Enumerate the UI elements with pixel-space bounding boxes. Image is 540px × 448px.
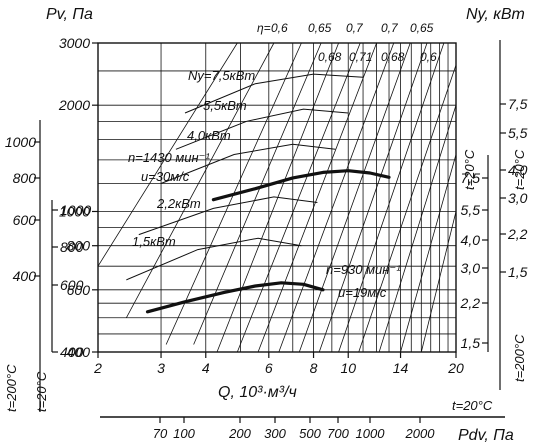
left200-temp-label: t=200°C bbox=[4, 364, 19, 412]
left200-tick-label: 800 bbox=[13, 170, 37, 186]
left200-tick-label: 600 bbox=[13, 212, 37, 228]
x-axis-title: Q, 10³·м³/ч bbox=[218, 384, 297, 401]
x-tick-label: 3 bbox=[157, 360, 165, 376]
ny-inner-tick-label: 7,5 bbox=[461, 170, 481, 186]
x-tick-label: 10 bbox=[340, 360, 356, 376]
series-930-label: n=930 мин⁻¹ bbox=[326, 262, 401, 277]
ny-right-tick-label: 5,5 bbox=[508, 125, 528, 141]
pdv-tick-label: 1000 bbox=[356, 426, 386, 441]
plot-frame bbox=[97, 42, 457, 353]
x-tick-label: 4 bbox=[202, 360, 210, 376]
efficiency-line bbox=[318, 42, 428, 353]
y-axis-title: Pv, Па bbox=[46, 6, 93, 23]
efficiency-line bbox=[125, 42, 275, 318]
ny-right-tick-label: 1,5 bbox=[508, 264, 528, 280]
power-line bbox=[138, 196, 318, 236]
ny-axis-title: Ny, кВт bbox=[466, 6, 525, 23]
power-line bbox=[175, 108, 349, 150]
ny-right-temp-label-bottom: t=200°C bbox=[512, 334, 527, 382]
pdv-tick-label: 300 bbox=[264, 426, 286, 441]
x-tick-label: 20 bbox=[447, 360, 464, 376]
efficiency-line bbox=[338, 42, 445, 353]
left20-tick-label: 600 bbox=[60, 277, 84, 293]
pdv-tick-label: 2000 bbox=[405, 426, 436, 441]
eta-symbol: η= bbox=[257, 21, 271, 35]
eta-second-0: 0,68 bbox=[318, 50, 342, 64]
series-1430-label: n=1430 мин⁻¹ bbox=[128, 150, 211, 165]
efficiency-line bbox=[400, 154, 457, 353]
left20-temp-label: t=20°C bbox=[34, 371, 49, 412]
series-1430-speed: u=30м/с bbox=[141, 169, 190, 184]
left20-tick-label: 1000 bbox=[60, 202, 91, 218]
efficiency-line bbox=[97, 42, 238, 267]
axis-layer: 2 3 4 6 8 10 14 20 3000 2000 1000 800 600 400 1000 800 6… bbox=[5, 35, 528, 441]
efficiency-line bbox=[278, 42, 395, 353]
pdv-temp-label: t=20°C bbox=[452, 398, 493, 413]
power-line bbox=[126, 237, 302, 281]
pdv-tick-label: 70 bbox=[153, 426, 168, 441]
efficiency-line bbox=[257, 42, 377, 353]
ny-inner-tick-label: 5,5 bbox=[461, 202, 481, 218]
power-label-5-5: 5,5кВт bbox=[203, 98, 247, 113]
efficiency-line bbox=[420, 211, 457, 353]
left20-tick-label: 800 bbox=[60, 239, 84, 255]
ny-right-tick-label: 7,5 bbox=[508, 96, 528, 112]
efficiency-line bbox=[358, 64, 457, 353]
x-tick-label: 14 bbox=[393, 360, 409, 376]
y-tick-label: 3000 bbox=[59, 35, 90, 51]
left20-tick-label: 400 bbox=[60, 344, 84, 360]
power-label-4-0: 4,0кВт bbox=[187, 128, 231, 143]
power-label-2-2: 2,2кВт bbox=[156, 196, 201, 211]
y-tick-label: 800 bbox=[67, 238, 91, 254]
eta-second-1: 0,71 bbox=[349, 50, 372, 64]
power-label-7-5: Ny=7,5кВт bbox=[188, 68, 255, 83]
pdv-tick-label: 700 bbox=[327, 426, 349, 441]
y-tick-label: 600 bbox=[67, 282, 91, 298]
left200-tick-label: 1000 bbox=[5, 134, 36, 150]
pdv-tick-label: 200 bbox=[228, 426, 251, 441]
x-tick-label: 2 bbox=[93, 360, 102, 376]
eta-second-2: 0,68 bbox=[381, 50, 405, 64]
ny-inner-tick-label: 3,0 bbox=[461, 260, 481, 276]
eta-top-4: 0,65 bbox=[410, 21, 434, 35]
power-line bbox=[184, 73, 364, 114]
series-line-0 bbox=[211, 169, 391, 202]
ny-inner-temp-label: t=20°C bbox=[462, 149, 477, 190]
ny-inner-tick-label: 2,2 bbox=[460, 295, 481, 311]
eta-top-0: 0,6 bbox=[271, 21, 288, 35]
eta-top-1: 0,65 bbox=[308, 21, 332, 35]
ny-inner-tick-label: 1,5 bbox=[461, 335, 481, 351]
efficiency-line bbox=[298, 42, 411, 353]
eta-top-3: 0,7 bbox=[381, 21, 399, 35]
pdv-tick-label: 500 bbox=[299, 426, 321, 441]
series-layer bbox=[145, 169, 391, 314]
y-tick-label: 2000 bbox=[58, 97, 90, 113]
ny-inner-tick-label: 4,0 bbox=[461, 232, 481, 248]
ny-right-tick-label: 3,0 bbox=[508, 190, 528, 206]
efficiency-and-power-lines bbox=[97, 42, 457, 353]
efficiency-line bbox=[193, 42, 322, 345]
eta-second-3: 0,6 bbox=[420, 50, 437, 64]
left200-tick-label: 400 bbox=[13, 268, 37, 284]
pdv-axis-title: Pdv, Па bbox=[458, 427, 514, 444]
efficiency-line bbox=[378, 105, 457, 353]
series-line-1 bbox=[145, 281, 325, 314]
eta-top-2: 0,7 bbox=[346, 21, 364, 35]
y-tick-label: 400 bbox=[67, 344, 91, 360]
power-line bbox=[160, 143, 336, 184]
ny-right-tick-label: 2,2 bbox=[507, 226, 528, 242]
series-930-speed: u=19м/с bbox=[338, 285, 387, 300]
x-tick-label: 8 bbox=[310, 360, 318, 376]
y-tick-label: 1000 bbox=[59, 203, 90, 219]
x-tick-label: 6 bbox=[265, 360, 273, 376]
pdv-tick-label: 100 bbox=[173, 426, 195, 441]
efficiency-line bbox=[236, 42, 361, 353]
power-label-1-5: 1,5кВт bbox=[132, 234, 176, 249]
ny-right-tick-label: 4,0 bbox=[508, 162, 528, 178]
ny-right-temp-label-top: t=20°C bbox=[512, 149, 527, 190]
